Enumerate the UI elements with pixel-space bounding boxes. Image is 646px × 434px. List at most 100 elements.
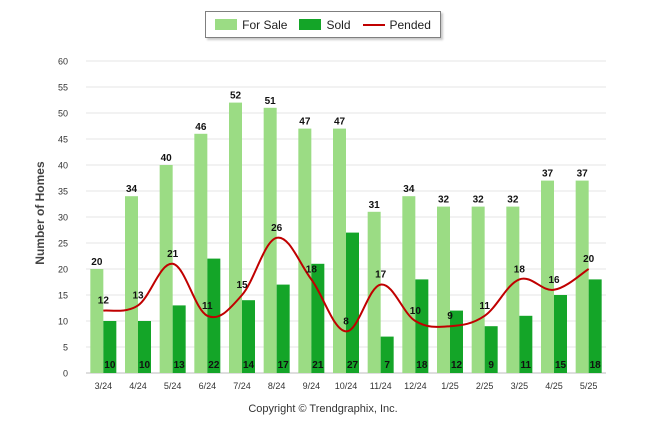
sold-data-label: 7 <box>384 360 390 371</box>
pended-line <box>103 236 590 333</box>
for-sale-bar <box>333 128 346 373</box>
sold-data-label: 12 <box>451 360 463 371</box>
y-tick-label: 30 <box>58 213 68 223</box>
x-tick-label: 11/24 <box>370 381 392 391</box>
legend-item-pended[interactable]: Pended <box>362 17 431 32</box>
x-tick-label: 2/25 <box>476 381 494 391</box>
y-tick-label: 0 <box>63 369 68 379</box>
sold-data-label: 13 <box>174 360 186 371</box>
y-tick-label: 55 <box>58 83 68 93</box>
sold-bar <box>346 232 359 373</box>
for-sale-data-label: 46 <box>195 122 207 133</box>
sold-bar <box>519 315 533 373</box>
copyright-text: Copyright © Trendgraphix, Inc. <box>248 403 398 415</box>
data-labels: 20 10 34 10 40 13 46 22 52 14 51 17 47 21 47 27 31 7 34 18 3… <box>91 91 601 371</box>
sold-data-label: 18 <box>590 360 602 371</box>
sold-data-label: 15 <box>555 360 567 371</box>
legend-item-for-sale[interactable]: For Sale <box>215 18 287 32</box>
x-tick-label: 5/25 <box>580 381 598 391</box>
pended-data-label: 13 <box>132 290 144 301</box>
sold-bar <box>311 263 325 373</box>
x-tick-label: 4/25 <box>545 381 563 391</box>
pended-line-group <box>103 236 590 333</box>
pended-data-label: 16 <box>548 275 560 286</box>
for-sale-data-label: 52 <box>230 91 242 102</box>
for-sale-bar <box>194 133 208 373</box>
legend-label-for-sale: For Sale <box>242 17 288 32</box>
y-tick-label: 20 <box>58 265 68 275</box>
legend-swatch-sold <box>299 19 322 30</box>
for-sale-bar <box>125 196 138 373</box>
for-sale-data-label: 51 <box>265 96 277 107</box>
pended-data-label: 21 <box>167 249 179 260</box>
sold-bar <box>138 321 151 373</box>
for-sale-data-label: 37 <box>577 169 589 180</box>
legend-item-sold[interactable]: Sold <box>299 18 351 32</box>
sold-bar <box>103 321 117 373</box>
sold-bar <box>276 284 290 373</box>
x-tick-label: 3/24 <box>95 381 113 391</box>
for-sale-bar <box>298 128 312 373</box>
sold-data-label: 18 <box>416 360 428 371</box>
for-sale-data-label: 20 <box>91 257 103 268</box>
for-sale-bar <box>263 107 277 374</box>
x-tick-label: 3/25 <box>511 381 529 391</box>
for-sale-data-label: 40 <box>161 153 173 164</box>
for-sale-data-label: 32 <box>473 195 485 206</box>
pended-data-label: 20 <box>583 254 595 265</box>
sold-bar <box>588 279 602 373</box>
sold-bar <box>415 279 429 373</box>
sold-bar <box>484 326 498 373</box>
x-tick-label: 5/24 <box>164 381 182 391</box>
y-tick-label: 45 <box>58 135 68 145</box>
sold-bar <box>207 258 221 373</box>
pended-data-label: 11 <box>202 301 213 312</box>
y-tick-label: 50 <box>58 109 68 119</box>
sold-data-label: 10 <box>139 360 151 371</box>
x-tick-label: 10/24 <box>335 381 358 391</box>
y-tick-label: 35 <box>58 187 68 197</box>
for-sale-data-label: 34 <box>403 184 415 195</box>
sold-bar <box>380 336 394 373</box>
sold-bar <box>242 300 255 373</box>
pended-data-label: 17 <box>375 270 387 281</box>
sold-data-label: 17 <box>278 360 290 371</box>
pended-data-label: 11 <box>479 301 490 312</box>
x-tick-label: 6/24 <box>199 381 217 391</box>
sold-data-label: 9 <box>488 360 494 371</box>
for-sale-data-label: 31 <box>369 200 381 211</box>
pended-data-label: 8 <box>343 316 349 327</box>
for-sale-bar <box>367 211 381 373</box>
y-tick-label: 40 <box>58 161 68 171</box>
x-tick-label: 12/24 <box>404 381 427 391</box>
sold-bar <box>554 295 567 373</box>
x-tick-label: 8/24 <box>268 381 286 391</box>
legend-label-pended: Pended <box>389 17 431 32</box>
pended-data-label: 12 <box>98 296 110 307</box>
for-sale-data-label: 47 <box>334 117 346 128</box>
for-sale-bars <box>90 102 589 374</box>
for-sale-bar <box>159 165 173 373</box>
for-sale-bar <box>90 269 104 373</box>
for-sale-data-label: 37 <box>542 169 554 180</box>
y-axis-label: Number of Homes <box>33 161 47 265</box>
sold-data-label: 27 <box>347 360 359 371</box>
legend-swatch-for-sale <box>215 19 238 30</box>
for-sale-bar <box>437 206 450 373</box>
y-tick-label: 25 <box>58 239 68 249</box>
sold-bar <box>172 305 186 373</box>
pended-data-label: 18 <box>514 264 526 275</box>
sold-data-label: 21 <box>312 360 324 371</box>
for-sale-bar <box>541 180 554 373</box>
pended-data-label: 15 <box>236 280 248 291</box>
y-tick-label: 60 <box>58 57 68 67</box>
y-tick-label: 10 <box>58 317 68 327</box>
x-tick-label: 7/24 <box>233 381 251 391</box>
x-tick-labels: 3/24 4/24 5/24 6/24 7/24 8/24 9/24 10/24 11/24 12… <box>95 381 598 391</box>
for-sale-bar <box>575 180 589 373</box>
sold-bars <box>103 232 602 373</box>
sold-data-label: 11 <box>521 360 532 371</box>
sold-data-label: 14 <box>243 360 255 371</box>
x-tick-label: 1/25 <box>441 381 459 391</box>
